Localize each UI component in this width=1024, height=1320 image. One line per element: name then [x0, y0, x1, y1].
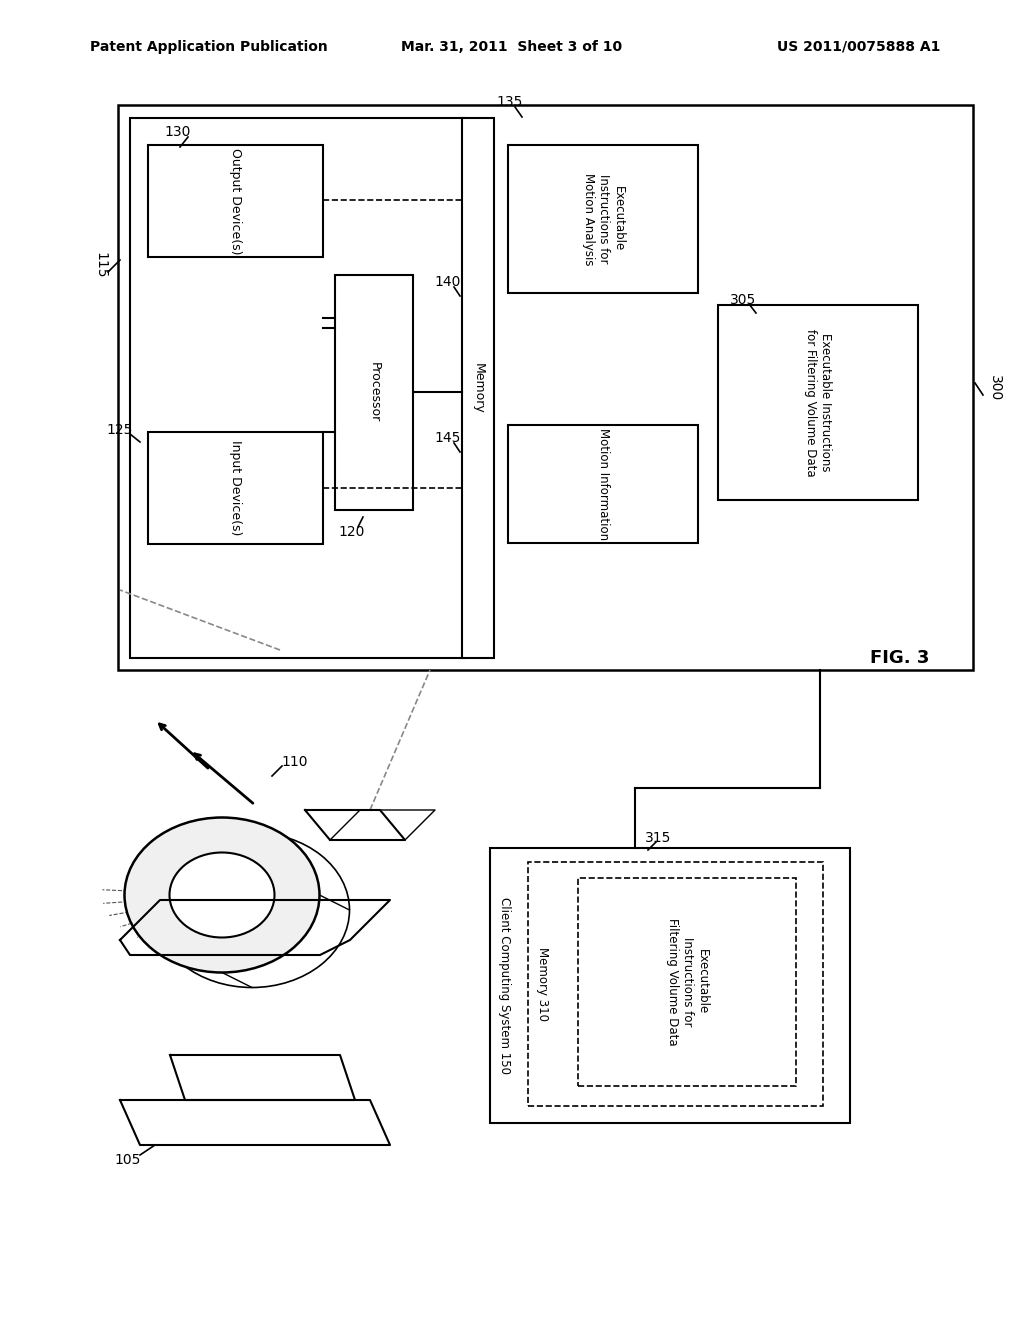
Text: 130: 130	[165, 125, 191, 139]
Text: 140: 140	[435, 275, 461, 289]
Text: Memory: Memory	[471, 363, 484, 413]
Text: 120: 120	[339, 525, 366, 539]
Text: 115: 115	[93, 252, 106, 279]
FancyBboxPatch shape	[508, 425, 698, 543]
Text: Executable
Instructions for
Motion Analysis: Executable Instructions for Motion Analy…	[582, 173, 625, 265]
Text: Processor: Processor	[368, 363, 381, 422]
Ellipse shape	[170, 853, 274, 937]
FancyBboxPatch shape	[718, 305, 918, 500]
Ellipse shape	[125, 817, 319, 973]
FancyBboxPatch shape	[130, 117, 465, 657]
FancyBboxPatch shape	[335, 275, 413, 510]
Text: US 2011/0075888 A1: US 2011/0075888 A1	[776, 40, 940, 54]
FancyBboxPatch shape	[462, 117, 494, 657]
Text: Executable Instructions
for Filtering Volume Data: Executable Instructions for Filtering Vo…	[804, 329, 831, 477]
FancyBboxPatch shape	[490, 847, 850, 1123]
Text: Executable
Instructions for
Filtering Volume Data: Executable Instructions for Filtering Vo…	[666, 919, 709, 1045]
Text: Client Computing System 150: Client Computing System 150	[498, 898, 511, 1074]
FancyBboxPatch shape	[148, 145, 323, 257]
Text: 135: 135	[497, 95, 523, 110]
Text: 105: 105	[115, 1152, 141, 1167]
Text: 315: 315	[645, 832, 671, 845]
Text: Input Device(s): Input Device(s)	[229, 441, 242, 536]
FancyBboxPatch shape	[508, 145, 698, 293]
Text: 110: 110	[282, 755, 308, 770]
Text: 125: 125	[106, 422, 133, 437]
Text: 300: 300	[988, 375, 1002, 401]
Text: Output Device(s): Output Device(s)	[229, 148, 242, 255]
FancyBboxPatch shape	[528, 862, 823, 1106]
Text: Patent Application Publication: Patent Application Publication	[90, 40, 328, 54]
Text: 145: 145	[435, 432, 461, 445]
Text: 305: 305	[730, 293, 756, 308]
FancyBboxPatch shape	[578, 878, 796, 1086]
FancyBboxPatch shape	[118, 106, 973, 671]
FancyBboxPatch shape	[148, 432, 323, 544]
Text: FIG. 3: FIG. 3	[870, 649, 930, 667]
Text: Memory 310: Memory 310	[536, 946, 549, 1020]
Text: Mar. 31, 2011  Sheet 3 of 10: Mar. 31, 2011 Sheet 3 of 10	[401, 40, 623, 54]
Text: Motion Information: Motion Information	[597, 428, 609, 540]
